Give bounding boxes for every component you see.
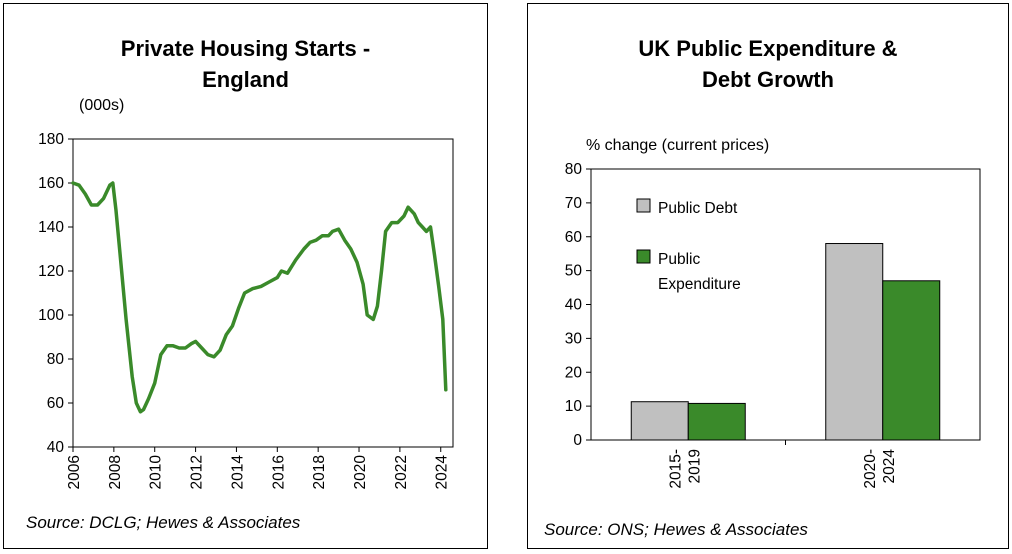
x-category-label: 2024 <box>881 449 898 484</box>
bar-public-debt <box>825 243 884 441</box>
housing-chart-title: Private Housing Starts - England <box>4 33 487 95</box>
x-tick-label: 2022 <box>393 455 410 489</box>
x-tick-label: 2008 <box>107 455 124 489</box>
y-tick-label: 40 <box>47 439 65 456</box>
y-tick-label: 0 <box>573 432 582 449</box>
y-tick-label: 100 <box>38 307 64 324</box>
y-tick-label: 80 <box>47 351 65 368</box>
legend-swatch <box>636 249 651 264</box>
legend-label: Public Debt <box>658 200 738 217</box>
y-tick-label: 20 <box>565 364 583 381</box>
y-tick-label: 50 <box>565 263 583 280</box>
x-category-label: 2019 <box>686 449 703 483</box>
legend-label: Expenditure <box>658 276 741 293</box>
x-category-label: 2015- <box>667 449 684 489</box>
x-tick-label: 2018 <box>311 455 328 489</box>
x-tick-label: 2024 <box>434 455 451 490</box>
expenditure-panel: UK Public Expenditure & Debt Growth % ch… <box>527 3 1009 549</box>
x-tick-label: 2006 <box>66 455 83 489</box>
x-tick-label: 2012 <box>189 455 206 489</box>
bar-public-debt <box>630 401 689 441</box>
housing-starts-panel: Private Housing Starts - England (000s) … <box>3 3 488 549</box>
plot-area <box>72 138 454 448</box>
y-tick-label: 160 <box>38 175 64 192</box>
x-category-label: 2020- <box>862 449 879 489</box>
housing-title-line2: England <box>202 67 289 92</box>
y-tick-label: 60 <box>47 395 65 412</box>
housing-source-note: Source: DCLG; Hewes & Associates <box>26 513 301 532</box>
x-tick-label: 2014 <box>229 455 246 490</box>
y-tick-label: 70 <box>565 195 583 212</box>
legend-swatch <box>636 198 651 213</box>
y-tick-label: 10 <box>565 398 583 415</box>
bar-public-expenditure <box>882 280 941 441</box>
x-tick-label: 2020 <box>352 455 369 490</box>
y-tick-label: 120 <box>38 263 64 280</box>
y-tick-label: 140 <box>38 219 64 236</box>
housing-unit-label: (000s) <box>79 97 125 114</box>
housing-title-line1: Private Housing Starts - <box>120 36 371 61</box>
y-tick-label: 80 <box>565 161 583 178</box>
x-tick-label: 2010 <box>148 455 165 490</box>
bar-public-expenditure <box>687 402 746 441</box>
y-tick-label: 30 <box>565 330 583 347</box>
expenditure-source-note: Source: ONS; Hewes & Associates <box>544 520 808 539</box>
expenditure-title-line1: UK Public Expenditure & <box>638 36 898 61</box>
y-tick-label: 60 <box>565 229 583 246</box>
expenditure-chart-title: UK Public Expenditure & Debt Growth <box>528 33 1008 95</box>
x-tick-label: 2016 <box>270 455 287 489</box>
y-tick-label: 40 <box>565 297 583 314</box>
legend-label: Public <box>658 251 700 268</box>
housing-starts-series-line <box>71 181 448 414</box>
y-tick-label: 180 <box>38 131 64 148</box>
expenditure-unit-label: % change (current prices) <box>586 137 770 154</box>
expenditure-title-line2: Debt Growth <box>702 67 834 92</box>
